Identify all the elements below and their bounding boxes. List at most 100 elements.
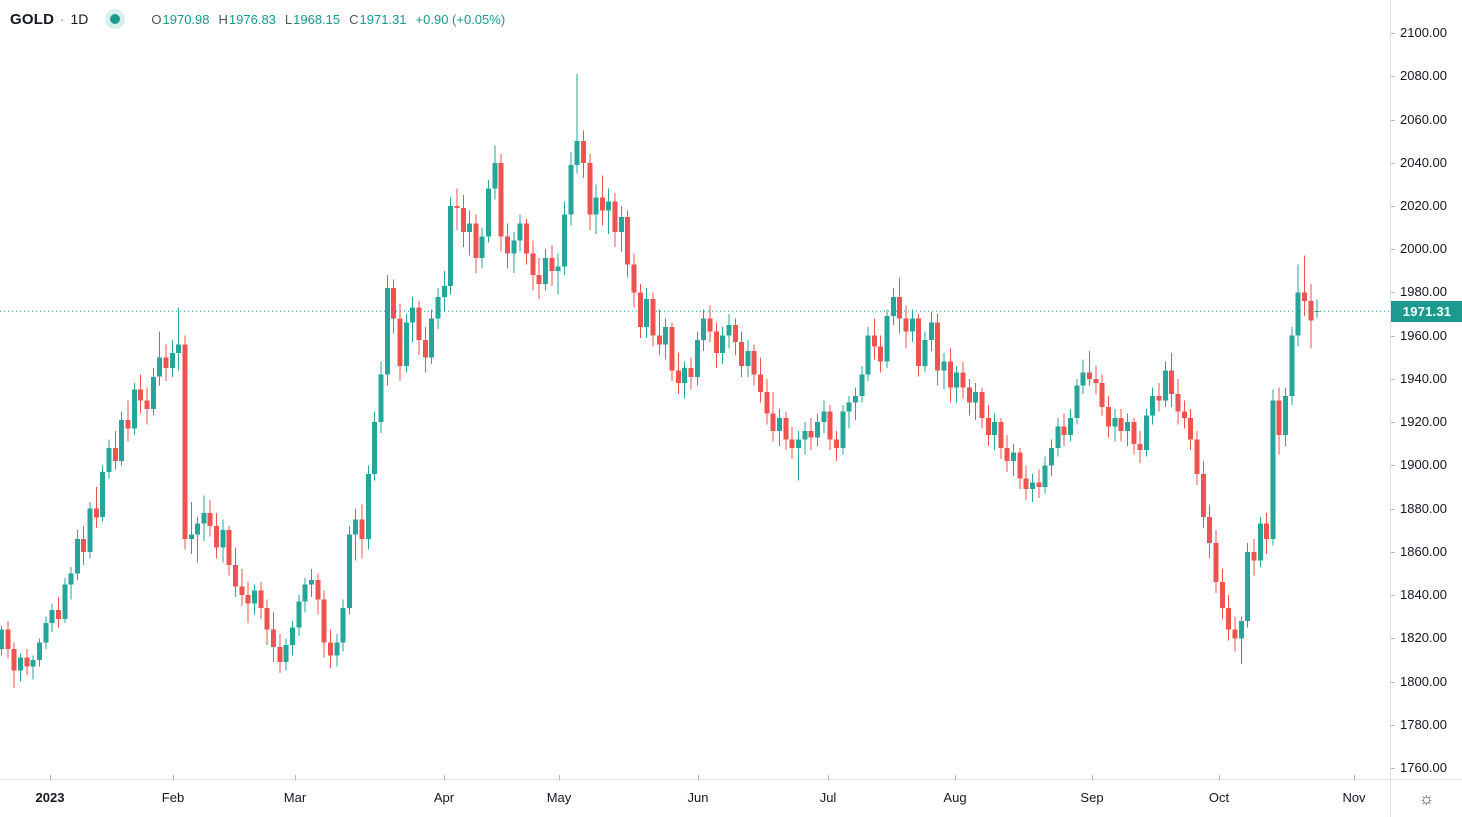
price-tick-label: 1920.00	[1400, 414, 1447, 430]
high-value: 1976.83	[228, 11, 276, 27]
price-tick-label: 1900.00	[1400, 457, 1447, 473]
candle-up	[814, 422, 820, 438]
time-tick-label: Oct	[1208, 790, 1230, 805]
candle-up	[1049, 448, 1055, 466]
candle-down	[11, 649, 17, 671]
candle-down	[979, 391, 985, 418]
candle-up	[701, 318, 707, 340]
candle-up	[745, 350, 751, 366]
candle-down	[422, 340, 428, 358]
candle-up	[0, 629, 4, 650]
timeframe-label[interactable]: 1D	[70, 11, 89, 27]
open-label: O	[151, 11, 162, 27]
candle-down	[182, 344, 188, 539]
low-label: L	[284, 11, 293, 27]
candle-up	[821, 411, 827, 423]
candle-up	[365, 474, 371, 539]
candle-down	[321, 599, 327, 643]
candle-up	[1283, 396, 1289, 436]
symbol-name[interactable]: GOLD	[10, 10, 55, 28]
candle-down	[764, 391, 770, 414]
candle-down	[245, 595, 251, 604]
candle-down	[1086, 372, 1092, 379]
candle-down	[277, 646, 283, 663]
candle-up	[1295, 292, 1301, 336]
candle-up	[720, 335, 726, 353]
candle-down	[916, 318, 922, 366]
time-tick	[1354, 775, 1355, 780]
price-tick-label: 1980.00	[1400, 284, 1447, 300]
candle-down	[391, 288, 397, 319]
candle-down	[732, 324, 738, 343]
candle-wick	[1088, 350, 1090, 386]
candle-wick	[1316, 299, 1318, 319]
candle-up	[106, 448, 112, 472]
candle-up	[43, 623, 49, 643]
time-tick	[955, 775, 956, 780]
candle-down	[81, 538, 87, 552]
price-axis[interactable]: 1971.31 2100.00 2080.00 2060.00 2040.00 2020…	[1390, 0, 1462, 779]
price-tick	[1391, 335, 1395, 337]
time-tick	[444, 775, 445, 780]
candle-down	[935, 322, 941, 371]
candle-down	[1023, 478, 1029, 490]
price-tick-label: 1760.00	[1400, 760, 1447, 775]
candle-up	[606, 201, 612, 211]
candle-up	[410, 307, 416, 323]
candle-down	[93, 508, 99, 518]
time-tick-label: Sep	[1080, 790, 1104, 805]
candle-down	[55, 610, 61, 619]
candle-down	[163, 357, 169, 369]
candle-down	[808, 430, 814, 438]
time-tick-label: Mar	[283, 790, 307, 805]
candle-up	[435, 296, 441, 319]
candle-up	[195, 523, 201, 535]
price-tick	[1391, 638, 1395, 640]
candle-down	[1036, 482, 1042, 487]
price-tick-label: 1860.00	[1400, 543, 1447, 559]
candle-up	[1112, 417, 1118, 427]
price-tick	[1391, 422, 1395, 424]
candle-down	[1181, 411, 1187, 418]
candlestick-series	[0, 74, 1320, 688]
low-value: 1968.15	[293, 11, 341, 27]
candle-down	[1093, 378, 1099, 384]
candle-up	[492, 162, 498, 189]
price-tick-label: 2020.00	[1400, 198, 1447, 213]
current-price-label: 1971.31	[1391, 301, 1462, 322]
candle-down	[1219, 582, 1225, 609]
candle-up	[1162, 370, 1168, 401]
candle-up	[1080, 372, 1086, 386]
open-value: 1970.98	[162, 11, 210, 27]
time-axis[interactable]: 2023 Feb Mar Apr May Jun Jul Aug Sep Oct Nov	[0, 775, 1390, 817]
candle-up	[777, 417, 783, 431]
candle-wick	[197, 517, 199, 563]
candle-up	[1055, 426, 1061, 449]
axis-settings-corner[interactable]: ☼	[1390, 779, 1462, 817]
candle-up	[479, 236, 485, 258]
candle-up	[568, 164, 574, 215]
candle-down	[827, 411, 833, 440]
price-tick	[1391, 768, 1395, 769]
candle-up	[555, 266, 561, 271]
candle-up	[1245, 551, 1251, 621]
candle-wick	[658, 309, 660, 356]
candle-up	[220, 530, 226, 548]
candle-wick	[608, 188, 610, 235]
candle-down	[536, 275, 542, 284]
candle-up	[467, 223, 473, 232]
candlestick-chart-canvas[interactable]	[0, 0, 1390, 779]
candle-down	[656, 335, 662, 345]
candle-wick	[469, 210, 471, 256]
gear-icon[interactable]: ☼	[1418, 789, 1435, 808]
price-tick	[1391, 378, 1395, 380]
candle-down	[530, 253, 536, 276]
price-tick-label: 2080.00	[1400, 68, 1447, 84]
candle-up	[372, 422, 378, 475]
series-status-dot-icon	[105, 9, 126, 29]
candle-down	[315, 579, 321, 600]
price-tick-label: 2040.00	[1400, 154, 1447, 170]
candle-up	[36, 642, 42, 660]
candle-down	[416, 307, 422, 340]
candle-up	[593, 197, 599, 215]
